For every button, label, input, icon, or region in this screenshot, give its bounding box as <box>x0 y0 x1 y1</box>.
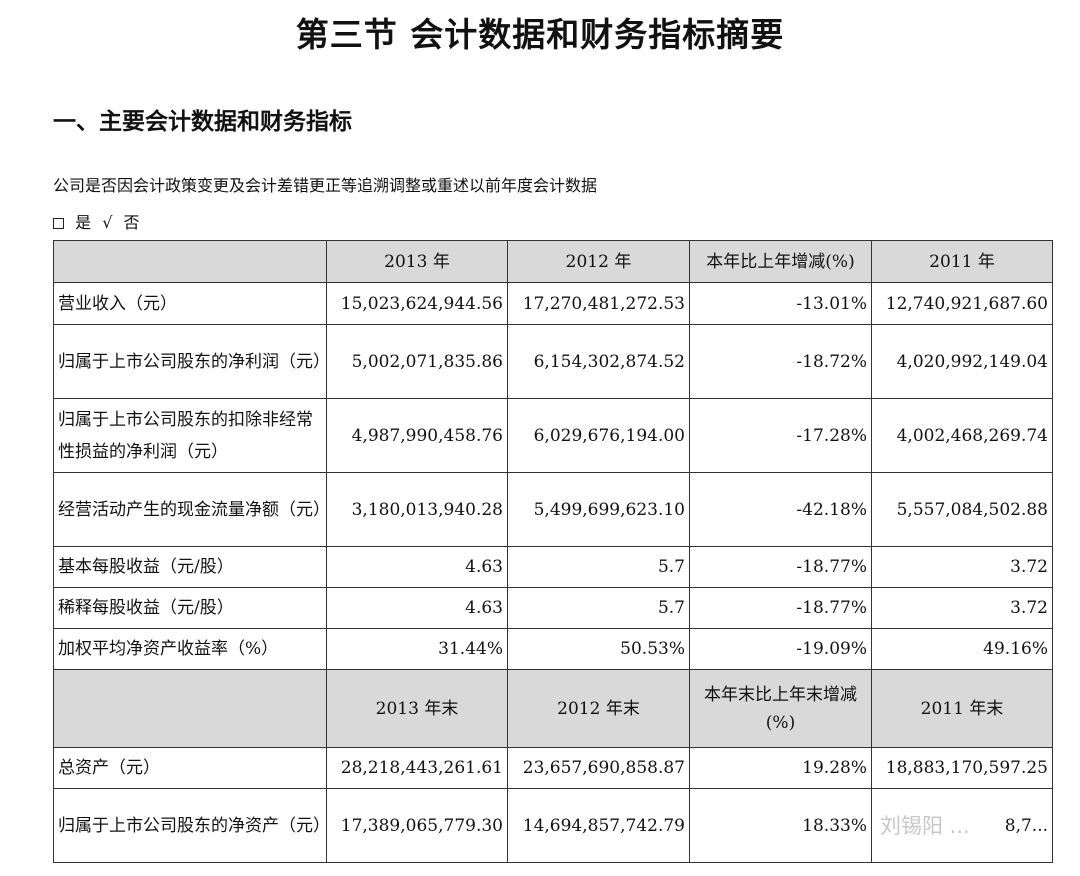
value-2011: 4,020,992,149.04 <box>871 324 1053 399</box>
value-change: -42.18% <box>689 472 872 547</box>
value-2011: 5,557,084,502.88 <box>871 472 1053 547</box>
value-change: 18.33% <box>689 788 872 863</box>
value-2012: 14,694,857,742.79 <box>507 788 690 863</box>
header-cell <box>53 240 327 283</box>
value-2013: 28,218,443,261.61 <box>326 747 508 789</box>
value-2011: 49.16% <box>871 628 1053 670</box>
check-mark-icon: √ <box>102 213 113 232</box>
value-2011: 8,7... <box>871 788 1053 863</box>
value-2013: 15,023,624,944.56 <box>326 282 508 325</box>
restatement-note: 公司是否因会计政策变更及会计差错更正等追溯调整或重述以前年度会计数据 <box>53 176 598 195</box>
checkbox-yes-icon <box>53 218 64 229</box>
value-2013: 4.63 <box>326 587 508 629</box>
value-2012: 6,154,302,874.52 <box>507 324 690 399</box>
section-heading: 一、主要会计数据和财务指标 <box>53 109 352 135</box>
table-row: 归属于上市公司股东的净利润（元） 5,002,071,835.86 6,154,… <box>53 324 1053 399</box>
value-change: -13.01% <box>689 282 872 325</box>
header-cell: 2013 年末 <box>326 669 508 748</box>
header-cell: 2013 年 <box>326 240 508 283</box>
value-2012: 5.7 <box>507 546 690 588</box>
value-2013: 4.63 <box>326 546 508 588</box>
table-header-row: 2013 年末 2012 年末 本年末比上年末增减(%) 2011 年末 <box>53 669 1053 748</box>
value-change: 19.28% <box>689 747 872 789</box>
header-cell <box>53 669 327 748</box>
row-label: 营业收入（元） <box>53 282 327 325</box>
header-cell: 2012 年末 <box>507 669 690 748</box>
row-label: 经营活动产生的现金流量净额（元） <box>53 472 330 547</box>
value-2013: 5,002,071,835.86 <box>326 324 508 399</box>
header-cell: 2012 年 <box>507 240 690 283</box>
value-2012: 17,270,481,272.53 <box>507 282 690 325</box>
row-label: 稀释每股收益（元/股） <box>53 587 327 629</box>
table-row: 加权平均净资产收益率（%） 31.44% 50.53% -19.09% 49.1… <box>53 628 1053 670</box>
value-change: -18.72% <box>689 324 872 399</box>
header-cell: 2011 年 <box>871 240 1053 283</box>
choice-yes-label: 是 <box>75 213 92 232</box>
table-row: 归属于上市公司股东的净资产（元） 17,389,065,779.30 14,69… <box>53 788 1053 863</box>
value-2013: 31.44% <box>326 628 508 670</box>
header-cell: 2011 年末 <box>871 669 1053 748</box>
value-2011: 4,002,468,269.74 <box>871 398 1053 473</box>
value-change: -18.77% <box>689 587 872 629</box>
value-2013: 3,180,013,940.28 <box>326 472 508 547</box>
financial-indicators-table: 2013 年 2012 年 本年比上年增减(%) 2011 年 营业收入（元） … <box>53 240 1053 863</box>
value-2011: 18,883,170,597.25 <box>871 747 1053 789</box>
row-label: 归属于上市公司股东的净利润（元） <box>53 324 330 399</box>
table-header-row: 2013 年 2012 年 本年比上年增减(%) 2011 年 <box>53 240 1053 283</box>
row-label: 归属于上市公司股东的扣除非经常性损益的净利润（元） <box>53 398 327 473</box>
value-2012: 6,029,676,194.00 <box>507 398 690 473</box>
value-2011: 3.72 <box>871 546 1053 588</box>
watermark: 刘锡阳 ... <box>880 814 970 838</box>
value-2012: 50.53% <box>507 628 690 670</box>
table-row: 基本每股收益（元/股） 4.63 5.7 -18.77% 3.72 <box>53 546 1053 588</box>
value-2013: 17,389,065,779.30 <box>326 788 508 863</box>
value-change: -19.09% <box>689 628 872 670</box>
value-2011: 12,740,921,687.60 <box>871 282 1053 325</box>
value-2012: 5,499,699,623.10 <box>507 472 690 547</box>
table-row: 稀释每股收益（元/股） 4.63 5.7 -18.77% 3.72 <box>53 587 1053 629</box>
table-row: 归属于上市公司股东的扣除非经常性损益的净利润（元） 4,987,990,458.… <box>53 398 1053 473</box>
table-row: 总资产（元） 28,218,443,261.61 23,657,690,858.… <box>53 747 1053 789</box>
row-label: 基本每股收益（元/股） <box>53 546 327 588</box>
value-change: -18.77% <box>689 546 872 588</box>
value-2011: 3.72 <box>871 587 1053 629</box>
value-2013: 4,987,990,458.76 <box>326 398 508 473</box>
row-label: 归属于上市公司股东的净资产（元） <box>53 788 330 863</box>
restatement-choice: 是 √ 否 <box>53 209 146 233</box>
value-2012: 5.7 <box>507 587 690 629</box>
value-2012: 23,657,690,858.87 <box>507 747 690 789</box>
row-label: 总资产（元） <box>53 747 327 789</box>
choice-no-label: 否 <box>123 213 140 232</box>
table-row: 营业收入（元） 15,023,624,944.56 17,270,481,272… <box>53 282 1053 325</box>
header-cell: 本年比上年增减(%) <box>689 240 872 283</box>
row-label: 加权平均净资产收益率（%） <box>53 628 327 670</box>
page-title: 第三节 会计数据和财务指标摘要 <box>295 15 785 54</box>
table-row: 经营活动产生的现金流量净额（元） 3,180,013,940.28 5,499,… <box>53 472 1053 547</box>
value-change: -17.28% <box>689 398 872 473</box>
header-cell: 本年末比上年末增减(%) <box>689 669 872 748</box>
